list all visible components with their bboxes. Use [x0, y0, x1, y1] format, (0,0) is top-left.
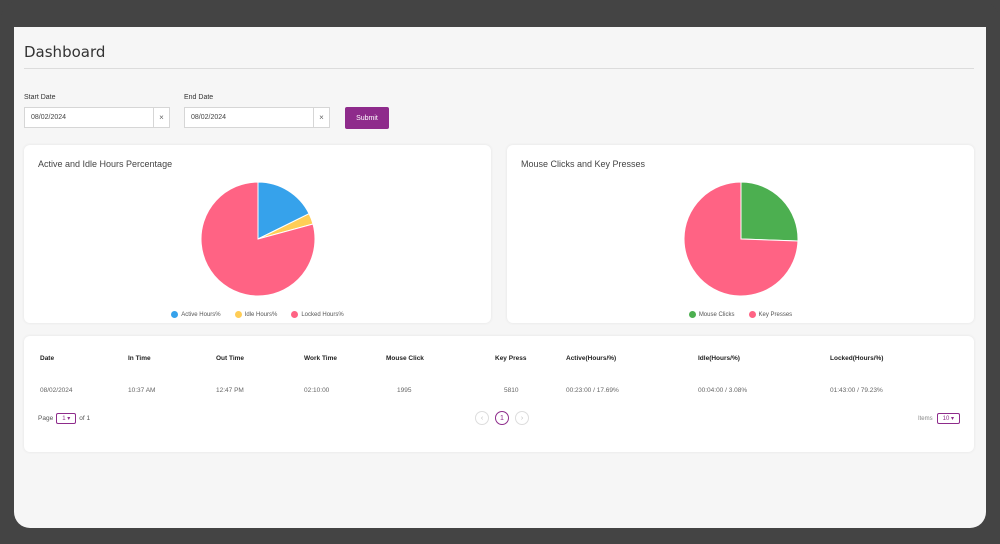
page-1-button[interactable]: 1 [495, 411, 509, 425]
start-date-value[interactable]: 08/02/2024 [31, 114, 67, 121]
hours-chart-card: Active and Idle Hours Percentage Active … [24, 145, 491, 323]
legend-item[interactable]: Locked Hours% [291, 311, 344, 318]
header-out-time: Out Time [216, 355, 245, 362]
header-idle: Idle(Hours/%) [698, 355, 740, 362]
page-indicator: Page 1 ▾ of 1 [38, 413, 90, 424]
end-date-label: End Date [184, 94, 214, 101]
page-title: Dashboard [24, 43, 106, 61]
pie-slice-locked-hours[interactable] [200, 181, 316, 297]
cell-idle: 00:04:00 / 3.08% [698, 387, 748, 394]
items-select[interactable]: 10 ▾ [936, 413, 960, 424]
legend-dot-icon [171, 311, 179, 318]
header-locked: Locked(Hours/%) [830, 355, 884, 362]
header-active: Active(Hours/%) [566, 355, 617, 362]
header-work-time: Work Time [304, 355, 337, 362]
hours-chart-title: Active and Idle Hours Percentage [38, 159, 173, 169]
start-date-clear-button[interactable]: × [153, 108, 169, 127]
end-date-clear-button[interactable]: × [313, 108, 329, 127]
pie-slice-key-presses[interactable] [683, 181, 799, 297]
window-frame [0, 0, 1000, 27]
page-select[interactable]: 1 ▾ [56, 413, 77, 424]
chevron-down-icon: ▾ [950, 416, 954, 422]
input-chart-legend: Mouse Clicks Key Presses [507, 311, 974, 318]
page-of-label: of 1 [79, 415, 91, 422]
cell-key-press: 5810 [504, 387, 519, 394]
header-mouse-click: Mouse Click [386, 355, 424, 362]
legend-item[interactable]: Active Hours% [171, 311, 221, 318]
page-select-value[interactable]: 1 [62, 416, 66, 422]
start-date-group: Start Date 08/02/2024 × [24, 94, 170, 128]
next-page-button[interactable]: › [515, 411, 529, 425]
input-pie-chart [683, 181, 799, 297]
items-select-value[interactable]: 10 [942, 416, 950, 422]
start-date-label: Start Date [24, 94, 56, 101]
cell-locked: 01:43:00 / 79.23% [830, 387, 883, 394]
legend-item[interactable]: Mouse Clicks [688, 311, 735, 318]
legend-dot-icon [234, 311, 242, 318]
legend-dot-icon [688, 311, 696, 318]
cell-work-time: 02:10:00 [304, 387, 330, 394]
legend-label: Locked Hours% [301, 311, 344, 318]
cell-date: 08/02/2024 [40, 387, 73, 394]
header-in-time: In Time [128, 355, 151, 362]
cell-mouse-click: 1995 [397, 387, 412, 394]
end-date-group: End Date 08/02/2024 × [184, 94, 330, 128]
input-chart-card: Mouse Clicks and Key Presses Mouse Click… [507, 145, 974, 323]
legend-item[interactable]: Key Presses [748, 311, 793, 318]
activity-table: Date In Time Out Time Work Time Mouse Cl… [24, 336, 974, 452]
submit-button[interactable]: Submit [345, 107, 389, 129]
items-per-page: Items 10 ▾ [918, 413, 960, 424]
items-label: Items [917, 415, 933, 422]
cell-in-time: 10:37 AM [128, 387, 156, 394]
pagination-controls: ‹ 1 › [475, 411, 529, 425]
cell-out-time: 12:47 PM [216, 387, 244, 394]
legend-item[interactable]: Idle Hours% [234, 311, 278, 318]
legend-dot-icon [748, 311, 756, 318]
header-date: Date [40, 355, 55, 362]
hours-chart-legend: Active Hours% Idle Hours% Locked Hours% [24, 311, 491, 318]
pie-slice-active-hours[interactable] [257, 181, 310, 240]
input-chart-title: Mouse Clicks and Key Presses [521, 159, 646, 169]
pie-slice-mouse-clicks[interactable] [740, 181, 799, 242]
legend-label: Mouse Clicks [698, 311, 735, 318]
header-key-press: Key Press [495, 355, 527, 362]
chevron-down-icon: ▾ [67, 416, 71, 422]
cell-active: 00:23:00 / 17.69% [566, 387, 619, 394]
end-date-input[interactable]: 08/02/2024 × [184, 107, 330, 128]
legend-label: Key Presses [758, 311, 793, 318]
end-date-value[interactable]: 08/02/2024 [191, 114, 227, 121]
title-divider [24, 68, 974, 69]
legend-label: Active Hours% [181, 311, 221, 318]
dashboard-screen: Dashboard Start Date 08/02/2024 × End Da… [14, 27, 986, 528]
legend-label: Idle Hours% [244, 311, 278, 318]
start-date-input[interactable]: 08/02/2024 × [24, 107, 170, 128]
legend-dot-icon [291, 311, 299, 318]
hours-pie-chart [200, 181, 316, 297]
prev-page-button[interactable]: ‹ [475, 411, 489, 425]
page-label: Page [38, 415, 54, 422]
